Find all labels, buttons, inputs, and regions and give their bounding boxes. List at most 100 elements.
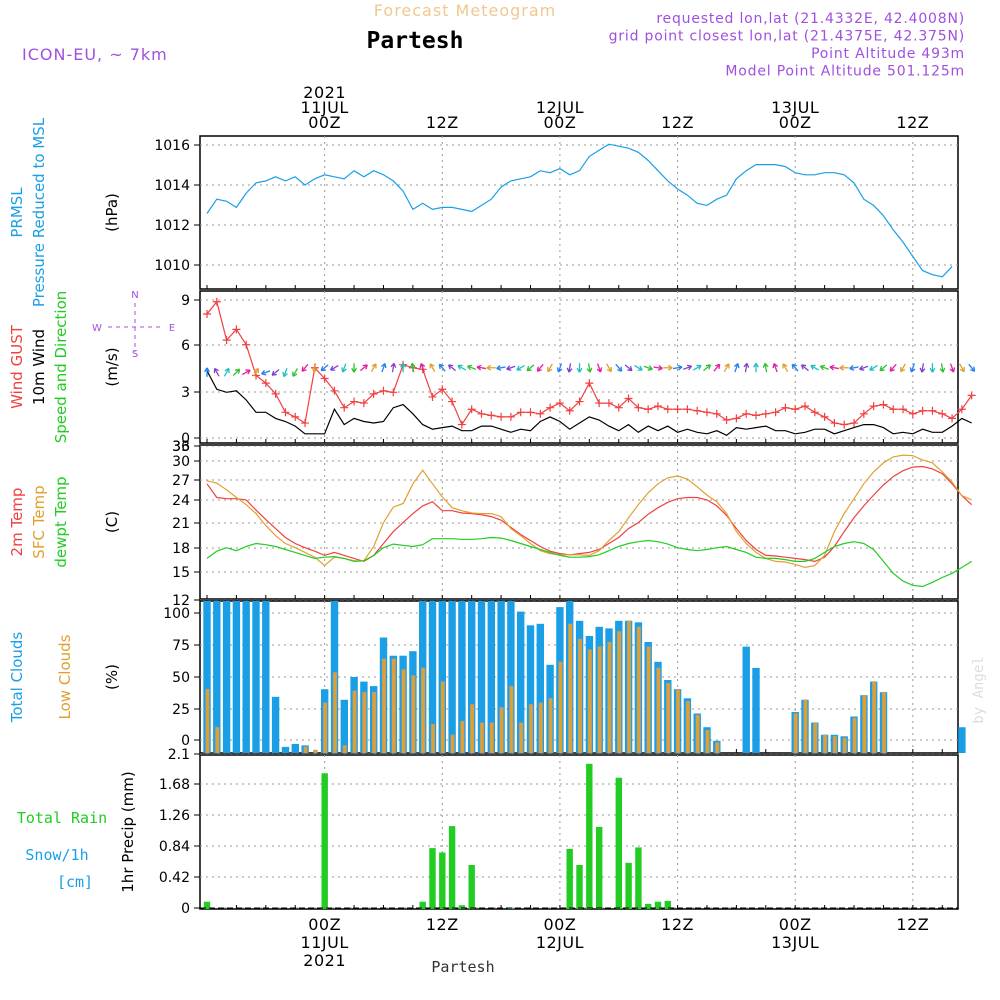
bar-low-clouds bbox=[342, 745, 347, 754]
bar-total-rain bbox=[635, 847, 642, 909]
wind-arrow-head bbox=[536, 366, 543, 372]
gust-point-marker bbox=[928, 406, 937, 415]
wind-arrow-head bbox=[667, 364, 673, 371]
wind-arrow-head bbox=[772, 363, 779, 369]
wind-direction-arrow bbox=[566, 363, 573, 373]
panel-side-label: 2m Temp bbox=[8, 488, 26, 557]
wind-direction-arrow bbox=[723, 363, 730, 372]
compass-cross bbox=[108, 303, 162, 352]
wind-direction-arrow bbox=[839, 364, 849, 371]
wind-arrow-shaft bbox=[764, 363, 768, 373]
wind-arrow-head bbox=[733, 363, 740, 369]
gust-point-marker bbox=[791, 405, 800, 414]
series-line-wind-gust bbox=[206, 300, 973, 426]
gust-point-marker bbox=[428, 392, 437, 401]
wind-direction-arrow bbox=[466, 364, 477, 371]
gust-point-marker bbox=[575, 397, 584, 406]
bar-low-clouds bbox=[401, 669, 406, 754]
wind-direction-arrow bbox=[869, 364, 878, 371]
gust-point-marker bbox=[467, 405, 476, 414]
wind-direction-arrow bbox=[241, 369, 251, 376]
wind-arrow-head bbox=[566, 367, 573, 373]
bar-total-clouds bbox=[281, 746, 290, 753]
wind-arrow-head bbox=[351, 367, 358, 373]
gust-point-marker bbox=[555, 399, 564, 408]
wind-direction-arrow bbox=[419, 363, 426, 373]
gust-point-marker bbox=[889, 405, 898, 414]
gust-point-marker bbox=[301, 419, 310, 428]
wind-arrow-head bbox=[245, 369, 251, 375]
bar-total-clouds bbox=[497, 601, 505, 753]
wind-arrow-head bbox=[253, 367, 259, 374]
bar-low-clouds bbox=[323, 702, 328, 754]
gust-point-marker bbox=[771, 408, 780, 417]
wind-direction-arrow bbox=[919, 363, 926, 373]
gust-point-marker bbox=[644, 405, 653, 414]
y-tick-label: 0.84 bbox=[159, 839, 190, 855]
y-tick-label: 1.68 bbox=[159, 777, 190, 793]
panel-side-label: dewpt Temp bbox=[52, 476, 70, 567]
time-label-bottom: 12Z bbox=[426, 915, 459, 934]
bar-total-rain bbox=[664, 900, 671, 909]
bar-low-clouds bbox=[793, 713, 798, 754]
wind-direction-arrow bbox=[457, 364, 467, 371]
gust-point-marker bbox=[389, 388, 398, 397]
wind-arrow-head bbox=[849, 365, 855, 371]
wind-arrow-shaft bbox=[557, 363, 563, 373]
time-label-bottom: 11JUL bbox=[301, 933, 349, 952]
bar-low-clouds bbox=[842, 737, 847, 754]
bar-total-clouds bbox=[252, 601, 260, 753]
y-axis-label: (m/s) bbox=[103, 347, 121, 386]
bar-low-clouds bbox=[362, 691, 367, 754]
wind-direction-arrow bbox=[576, 363, 583, 373]
gust-point-marker bbox=[330, 386, 339, 395]
time-label-top: 00Z bbox=[779, 113, 812, 132]
gust-point-marker bbox=[653, 402, 662, 411]
gust-point-marker bbox=[546, 403, 555, 412]
wind-arrow-shaft bbox=[420, 363, 425, 373]
bar-low-clouds bbox=[460, 720, 465, 754]
wind-arrow-head bbox=[909, 367, 916, 373]
bar-low-clouds bbox=[666, 682, 671, 754]
wind-direction-arrow bbox=[713, 363, 721, 372]
wind-direction-arrow bbox=[516, 364, 525, 371]
bar-low-clouds bbox=[352, 690, 357, 754]
panel-side-label: SFC Temp bbox=[30, 485, 48, 558]
gust-point-marker bbox=[448, 397, 457, 406]
wind-arrow-head bbox=[949, 367, 956, 373]
gust-point-marker bbox=[457, 420, 466, 429]
wind-arrow-shaft bbox=[526, 364, 535, 372]
wind-arrow-head bbox=[969, 366, 976, 372]
compass-s: S bbox=[132, 349, 138, 360]
wind-arrow-head bbox=[429, 363, 435, 369]
panel-side-label: Total Rain bbox=[17, 809, 107, 827]
bar-low-clouds bbox=[822, 734, 828, 754]
wind-direction-arrow bbox=[810, 364, 820, 371]
wind-direction-arrow bbox=[879, 364, 888, 372]
wind-arrow-head bbox=[556, 367, 563, 373]
wind-arrow-shaft bbox=[330, 364, 339, 371]
bar-low-clouds bbox=[813, 722, 818, 754]
panel-1: 1010 1012 1014 1016 (hPa) PRMSL Pressure Reduc… bbox=[8, 117, 959, 307]
bar-low-clouds bbox=[577, 638, 583, 754]
gust-point-marker bbox=[497, 412, 506, 421]
bar-total-rain bbox=[448, 826, 456, 909]
time-label-top: 11JUL bbox=[301, 98, 349, 117]
wind-arrow-shaft bbox=[292, 368, 299, 377]
y-tick-label: 0 bbox=[181, 431, 190, 447]
gust-point-marker bbox=[810, 408, 819, 417]
y-tick-label: 50 bbox=[172, 670, 190, 686]
y-tick-label: 24 bbox=[172, 493, 190, 509]
wind-arrow-shaft bbox=[791, 363, 799, 372]
bar-total-clouds bbox=[468, 601, 476, 753]
time-label-top: 13JUL bbox=[771, 98, 819, 117]
wind-arrow-shaft bbox=[253, 368, 259, 377]
wind-arrow-head bbox=[282, 371, 288, 378]
wind-arrow-shaft bbox=[223, 368, 230, 377]
wind-arrow-head bbox=[762, 362, 769, 368]
wind-direction-arrow bbox=[547, 363, 553, 373]
panel-side-label: Speed and Direction bbox=[52, 291, 70, 444]
wind-arrow-head bbox=[390, 362, 397, 368]
bar-low-clouds bbox=[675, 688, 681, 754]
wind-direction-arrow bbox=[782, 363, 789, 372]
